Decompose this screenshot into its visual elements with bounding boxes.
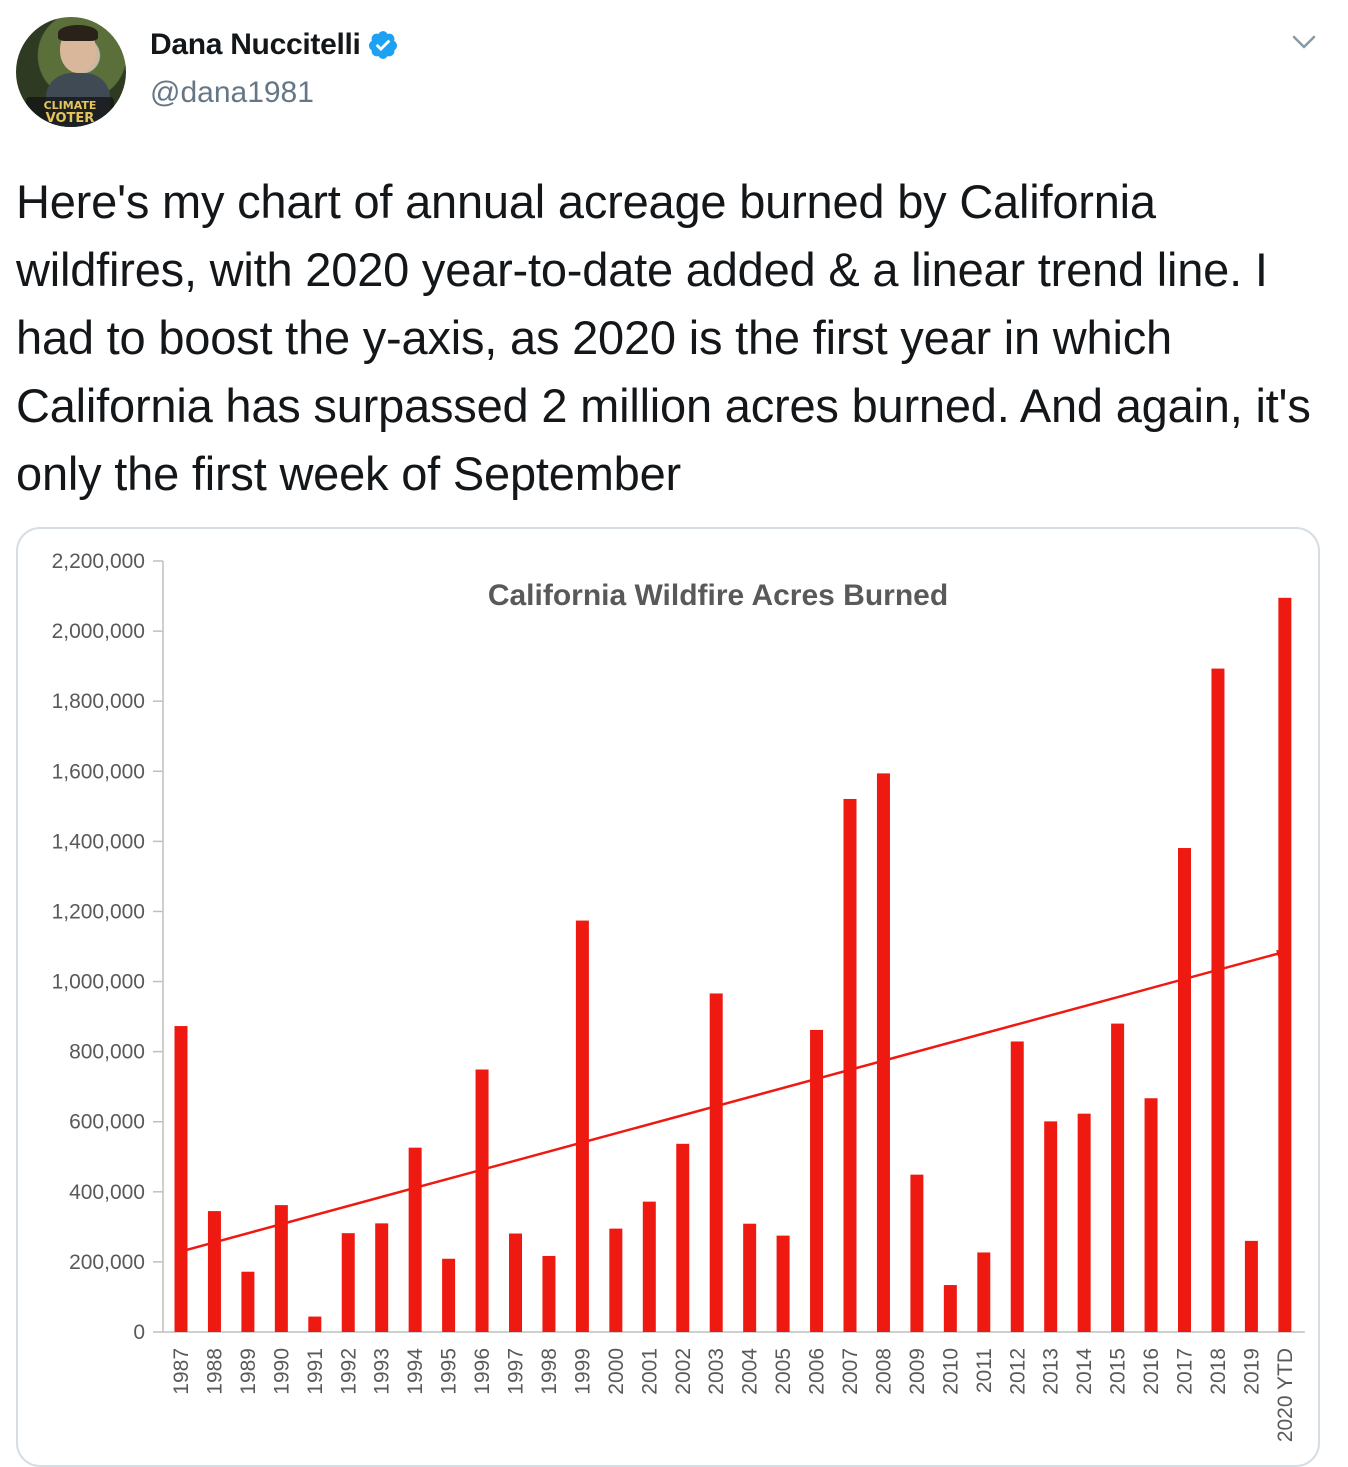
x-tick-label: 2011 [973, 1348, 996, 1393]
x-tick-label: 2004 [739, 1348, 762, 1395]
x-tick-label: 2018 [1207, 1348, 1230, 1395]
bar-2008 [876, 773, 890, 1332]
bar-2012 [1010, 1041, 1024, 1332]
trend-line [180, 949, 1287, 1253]
avatar-climate-voter-badge: CLIMATE VOTER [26, 97, 114, 127]
bar-1991 [308, 1316, 322, 1332]
chart-trend-layer [180, 949, 1287, 1253]
x-tick-label: 2002 [672, 1348, 695, 1395]
bar-1987 [174, 1026, 188, 1332]
bar-2016 [1144, 1098, 1158, 1332]
x-tick-label: 2009 [906, 1348, 929, 1395]
x-tick-label: 2013 [1040, 1348, 1063, 1395]
x-tick-label: 1993 [371, 1348, 394, 1395]
y-tick-label: 2,200,000 [52, 550, 145, 573]
x-tick-label: 1999 [571, 1348, 594, 1395]
x-tick-label: 2000 [605, 1348, 628, 1395]
x-tick-label: 1992 [337, 1348, 360, 1395]
bar-2005 [776, 1235, 790, 1332]
media-card[interactable]: 0 200,000 400,000 600,000 800,000 1,000,000 1,… [16, 527, 1320, 1467]
bar-2006 [810, 1029, 824, 1332]
x-tick-label: 2006 [806, 1348, 829, 1395]
y-tick-label: 1,600,000 [52, 760, 145, 783]
x-tick-label: 2003 [705, 1348, 728, 1395]
x-tick-label: 1994 [404, 1348, 427, 1395]
x-tick-label: 2014 [1073, 1348, 1096, 1395]
bar-1989 [241, 1271, 255, 1332]
y-tick-label: 1,000,000 [52, 971, 145, 994]
x-tick-label: 2007 [839, 1348, 862, 1395]
x-tick-label: 2005 [772, 1348, 795, 1395]
x-tick-label: 2012 [1006, 1348, 1029, 1395]
avatar-hair [58, 25, 98, 41]
x-tick-label: 2020 YTD [1274, 1348, 1297, 1442]
tweet-text: Here's my chart of annual acreage burned… [16, 175, 1311, 500]
avatar-badge-line2: VOTER [45, 111, 95, 126]
bar-1993 [375, 1223, 389, 1332]
y-tick-label: 2,000,000 [52, 620, 145, 643]
bar-2018 [1211, 668, 1225, 1332]
bar-2013 [1044, 1121, 1058, 1332]
bar-1998 [542, 1255, 556, 1332]
x-tick-label: 2019 [1240, 1348, 1263, 1395]
bar-2020-ytd [1278, 597, 1292, 1332]
bar-1994 [408, 1147, 422, 1332]
bar-1997 [509, 1233, 522, 1332]
bar-2010 [943, 1285, 957, 1332]
x-tick-label: 1990 [270, 1348, 293, 1395]
x-tick-label: 2001 [638, 1348, 661, 1395]
x-tick-label: 2008 [872, 1348, 895, 1395]
bar-1996 [475, 1069, 489, 1332]
tweet-header: CLIMATE VOTER Dana Nuccitelli @dana1981 [0, 0, 1348, 150]
bar-2009 [910, 1174, 924, 1332]
x-tick-label: 1996 [471, 1348, 494, 1395]
wildfire-bar-chart: 0 200,000 400,000 600,000 800,000 1,000,000 1,… [52, 550, 1305, 1442]
bar-1990 [274, 1205, 288, 1332]
bar-2000 [609, 1228, 623, 1332]
bar-2019 [1244, 1240, 1258, 1332]
x-tick-label: 2016 [1140, 1348, 1163, 1395]
y-tick-label: 400,000 [69, 1181, 145, 1204]
bar-2002 [676, 1143, 690, 1332]
y-tick-label: 1,800,000 [52, 690, 145, 713]
x-tick-label: 1988 [203, 1348, 226, 1395]
y-tick-label: 1,200,000 [52, 900, 145, 923]
author-name-row: Dana Nuccitelli [150, 28, 399, 62]
x-tick-label: 1995 [438, 1348, 461, 1395]
chart-axis-layer: 0 200,000 400,000 600,000 800,000 1,000,000 1,… [52, 550, 1305, 1442]
x-tick-label: 1997 [505, 1348, 528, 1395]
bar-2003 [709, 993, 723, 1332]
avatar[interactable]: CLIMATE VOTER [16, 17, 126, 127]
x-tick-label: 2017 [1174, 1348, 1197, 1395]
verified-badge-icon [368, 31, 397, 59]
x-tick-label: 1989 [237, 1348, 260, 1395]
x-tick-label: 2015 [1107, 1348, 1130, 1395]
bar-2004 [743, 1223, 757, 1332]
bar-2015 [1111, 1023, 1125, 1332]
bar-1999 [575, 920, 589, 1332]
y-tick-label: 600,000 [69, 1111, 145, 1134]
y-tick-label: 200,000 [69, 1251, 145, 1274]
bar-2007 [843, 798, 857, 1332]
bar-2014 [1077, 1113, 1091, 1332]
bar-1988 [207, 1211, 221, 1332]
bar-2011 [977, 1252, 991, 1332]
bar-2001 [642, 1201, 656, 1332]
x-tick-label: 1987 [170, 1348, 193, 1395]
y-tick-label: 800,000 [69, 1041, 145, 1064]
y-tick-label: 1,400,000 [52, 830, 145, 853]
chart-bar-layer [174, 597, 1292, 1332]
bar-1995 [442, 1258, 456, 1332]
bar-1992 [341, 1233, 355, 1332]
x-tick-label: 1991 [304, 1348, 327, 1395]
x-tick-label: 1998 [538, 1348, 561, 1395]
bar-2017 [1178, 848, 1191, 1332]
x-tick-label: 2010 [939, 1348, 962, 1395]
chart-title: California Wildfire Acres Burned [488, 579, 948, 612]
author-handle[interactable]: @dana1981 [150, 76, 314, 109]
chevron-down-icon[interactable] [1290, 32, 1318, 52]
author-display-name[interactable]: Dana Nuccitelli [150, 28, 361, 61]
y-tick-label: 0 [133, 1321, 145, 1344]
avatar-badge-line1: CLIMATE [43, 99, 97, 112]
